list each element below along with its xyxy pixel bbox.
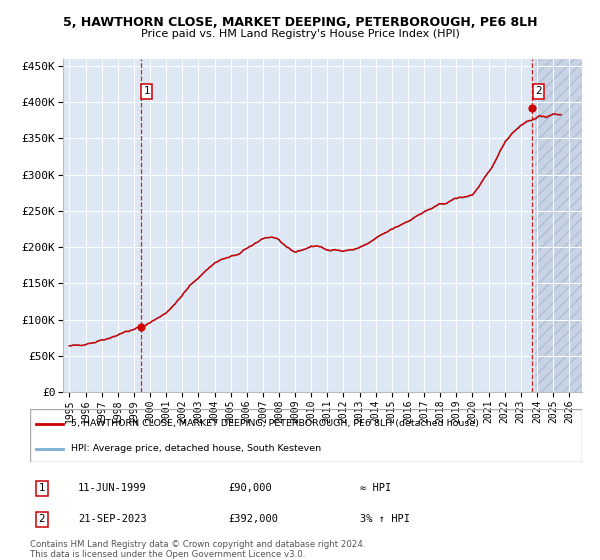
Text: 1: 1 [38, 483, 46, 493]
Text: 3% ↑ HPI: 3% ↑ HPI [360, 514, 410, 524]
Text: £392,000: £392,000 [228, 514, 278, 524]
Text: 5, HAWTHORN CLOSE, MARKET DEEPING, PETERBOROUGH, PE6 8LH (detached house): 5, HAWTHORN CLOSE, MARKET DEEPING, PETER… [71, 419, 479, 428]
Text: This data is licensed under the Open Government Licence v3.0.: This data is licensed under the Open Gov… [30, 550, 305, 559]
Text: 5, HAWTHORN CLOSE, MARKET DEEPING, PETERBOROUGH, PE6 8LH: 5, HAWTHORN CLOSE, MARKET DEEPING, PETER… [63, 16, 537, 29]
Point [527, 104, 537, 113]
Text: 2: 2 [38, 514, 46, 524]
Text: Contains HM Land Registry data © Crown copyright and database right 2024.: Contains HM Land Registry data © Crown c… [30, 540, 365, 549]
Text: Price paid vs. HM Land Registry's House Price Index (HPI): Price paid vs. HM Land Registry's House … [140, 29, 460, 39]
Text: 21-SEP-2023: 21-SEP-2023 [78, 514, 147, 524]
Point [136, 323, 146, 332]
Text: HPI: Average price, detached house, South Kesteven: HPI: Average price, detached house, Sout… [71, 444, 322, 453]
Text: 2: 2 [536, 86, 542, 96]
Text: £90,000: £90,000 [228, 483, 272, 493]
Bar [535, 59, 598, 392]
Text: 1: 1 [143, 86, 150, 96]
Text: ≈ HPI: ≈ HPI [360, 483, 391, 493]
Text: 11-JUN-1999: 11-JUN-1999 [78, 483, 147, 493]
